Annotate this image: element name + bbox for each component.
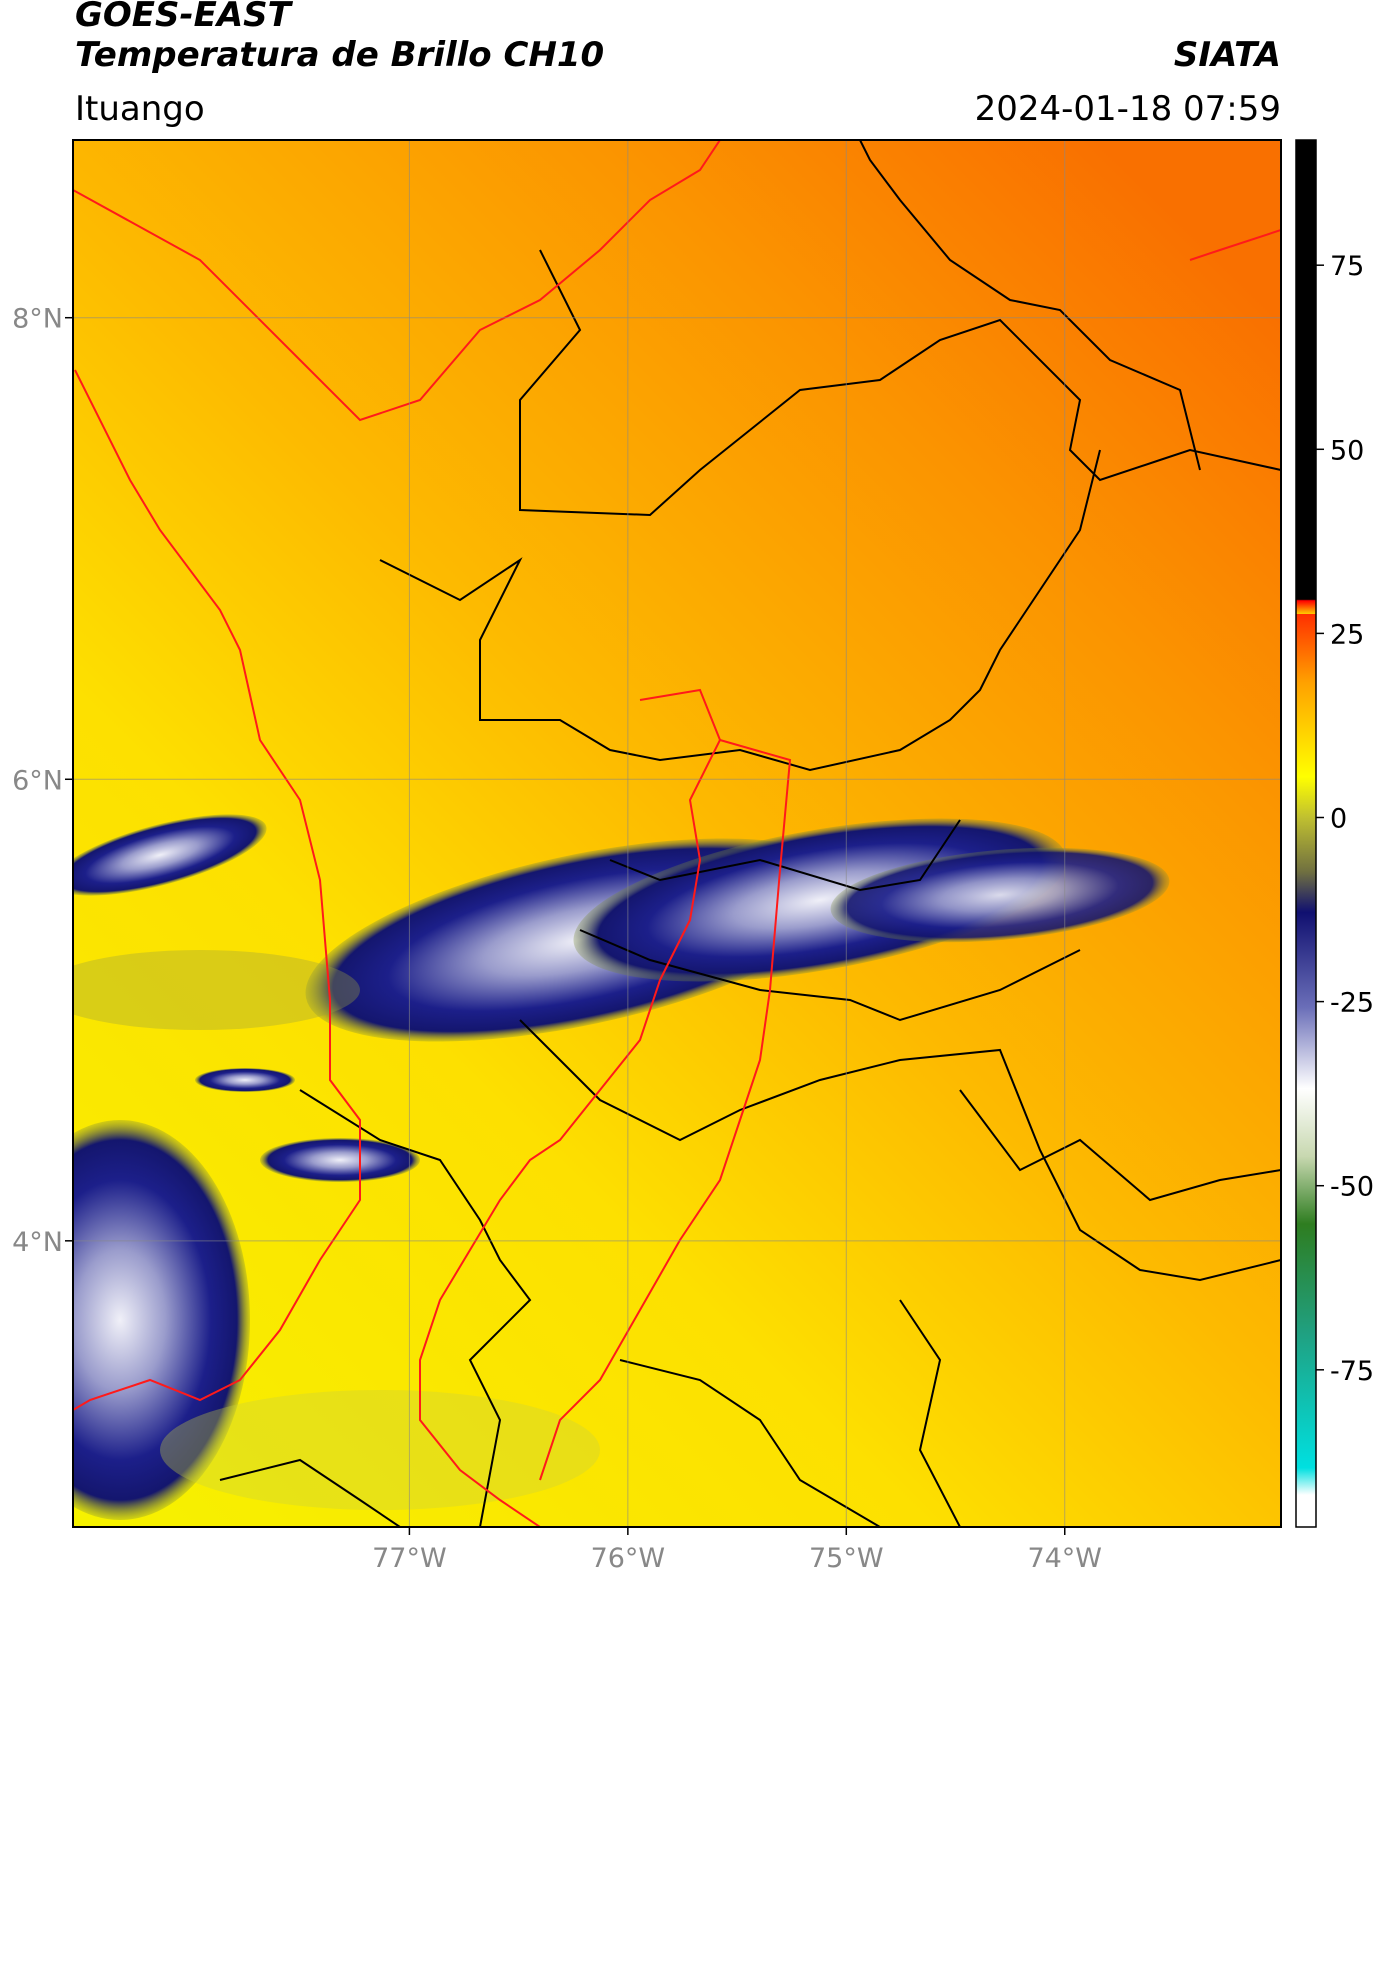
colorbar-tick-label: 50 xyxy=(1330,435,1364,466)
y-tick-label: 8°N xyxy=(12,304,63,335)
timestamp: 2024-01-18 07:59 xyxy=(975,89,1281,129)
x-tick-label: 77°W xyxy=(372,1543,447,1574)
colorbar-scale xyxy=(1296,140,1316,1495)
colorbar-tick-label: 0 xyxy=(1330,804,1347,835)
national-borders xyxy=(73,140,1281,1527)
y-tick-label: 6°N xyxy=(12,765,63,796)
source: SIATA xyxy=(1174,35,1281,75)
grid xyxy=(73,140,1281,1527)
map-background xyxy=(73,140,1281,1527)
colorbar: -75 -50 -25 0 25 50 75 xyxy=(1295,139,1374,1528)
x-tick-label: 75°W xyxy=(809,1543,884,1574)
colorbar-frame xyxy=(1295,139,1317,1528)
x-tick-label: 76°W xyxy=(591,1543,666,1574)
colorbar-extension xyxy=(1296,1495,1316,1527)
colorbar-tick-label: -50 xyxy=(1330,1172,1374,1203)
title: GOES-EAST xyxy=(75,0,294,35)
y-tick-label: 4°N xyxy=(12,1227,63,1258)
x-tick-label: 74°W xyxy=(1027,1543,1102,1574)
colorbar-tick-label: -25 xyxy=(1330,988,1374,1019)
location: Ituango xyxy=(75,89,205,129)
admin-borders xyxy=(219,140,1281,1527)
map xyxy=(73,140,1281,1527)
colorbar-tick-label: 25 xyxy=(1330,619,1364,650)
map-frame xyxy=(72,139,1282,1528)
clouds xyxy=(73,814,1170,1520)
colorbar-tick-label: -75 xyxy=(1330,1356,1374,1387)
subtitle: Temperatura de Brillo CH10 xyxy=(75,35,604,75)
colorbar-tick-label: 75 xyxy=(1330,251,1364,282)
